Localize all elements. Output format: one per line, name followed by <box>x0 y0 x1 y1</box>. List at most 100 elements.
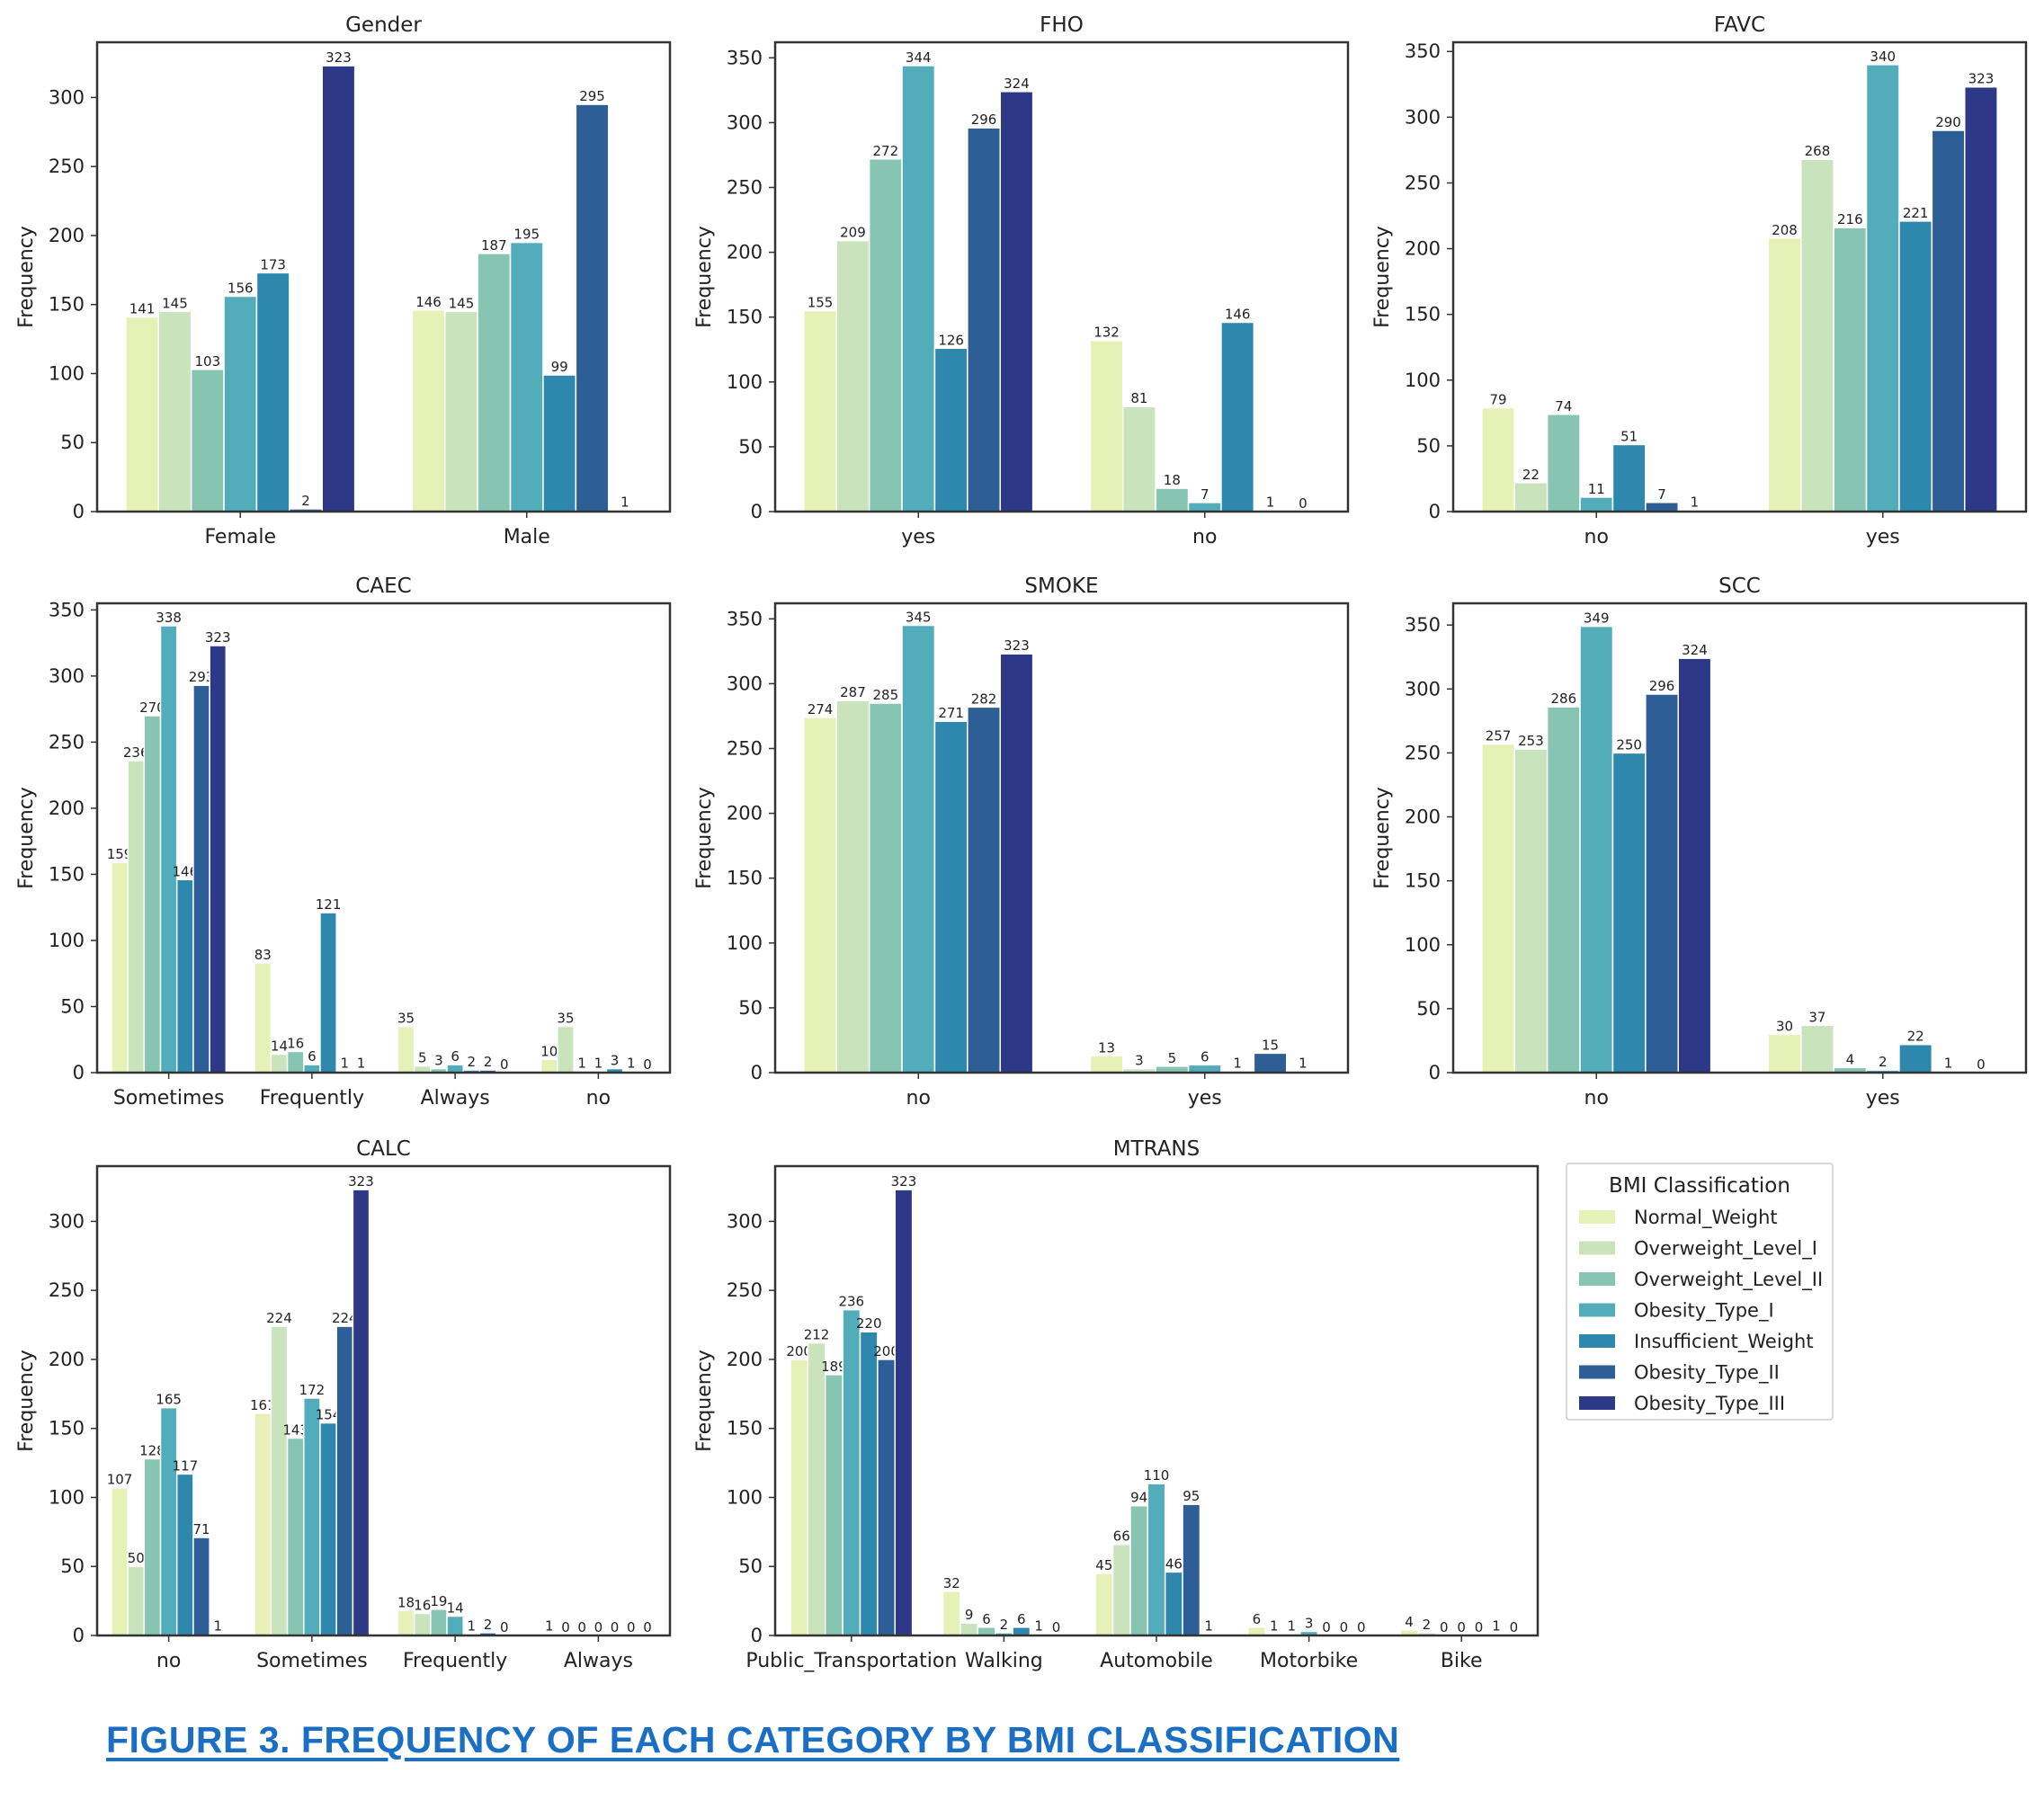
legend-swatch <box>1579 1303 1615 1317</box>
bar-value-label: 1 <box>577 1056 586 1072</box>
bar-value-label: 1 <box>620 494 629 510</box>
y-tick-label: 50 <box>1416 435 1441 457</box>
bar-value-label: 0 <box>561 1619 570 1635</box>
bar-value-label: 0 <box>1299 495 1308 512</box>
bar <box>1094 1573 1114 1636</box>
bar <box>1898 220 1933 512</box>
bar <box>111 861 129 1074</box>
bar-value-label: 0 <box>1052 1619 1061 1635</box>
bar <box>1865 64 1900 512</box>
bar-value-label: 0 <box>1340 1619 1349 1635</box>
bar-value-label: 323 <box>205 629 231 646</box>
bar-value-label: 81 <box>1130 390 1147 406</box>
y-tick-label: 0 <box>73 1062 85 1083</box>
x-tick-label: Bike <box>1441 1650 1483 1672</box>
bar-value-label: 0 <box>643 1056 652 1073</box>
bar <box>1513 482 1549 512</box>
bar <box>575 103 610 512</box>
bar <box>901 65 936 512</box>
bar-value-label: 46 <box>1165 1555 1183 1572</box>
bar-value-label: 250 <box>1616 736 1642 753</box>
bar <box>1012 1626 1031 1636</box>
bar-value-label: 2 <box>1879 1054 1888 1070</box>
bar-value-label: 121 <box>316 896 342 913</box>
bar <box>413 1612 432 1636</box>
plot-frame <box>1451 602 2028 1074</box>
bar <box>223 295 258 512</box>
bar <box>1800 1024 1834 1074</box>
bar-value-label: 159 <box>107 846 133 862</box>
bar-value-label: 94 <box>1130 1490 1147 1506</box>
figure-caption: FIGURE 3. FREQUENCY OF EACH CATEGORY BY … <box>106 1719 1400 1760</box>
y-tick-label: 200 <box>727 242 763 263</box>
y-tick-label: 200 <box>49 1349 85 1370</box>
bar-value-label: 146 <box>1225 306 1251 322</box>
bar <box>868 702 903 1074</box>
bar <box>1220 321 1255 512</box>
bar-value-label: 9 <box>965 1607 974 1623</box>
bar-value-label: 187 <box>481 237 507 254</box>
bar <box>1247 1626 1266 1636</box>
bar <box>159 1406 178 1636</box>
bar-value-label: 1 <box>1266 495 1275 511</box>
x-tick-label: no <box>1192 526 1217 548</box>
plot-frame <box>773 1164 1540 1637</box>
y-tick-label: 300 <box>49 1210 85 1232</box>
bar-value-label: 145 <box>162 295 188 311</box>
legend-entry: Obesity_Type_II <box>1634 1362 1780 1385</box>
plot-frame <box>1451 40 2028 513</box>
legend-swatch <box>1579 1241 1615 1255</box>
bar-value-label: 161 <box>250 1397 276 1413</box>
bar-value-label: 14 <box>447 1600 464 1617</box>
legend-entry: Overweight_Level_II <box>1634 1269 1823 1291</box>
bar <box>842 1308 861 1636</box>
bar-value-label: 6 <box>982 1611 991 1627</box>
x-tick-label: Sometimes <box>256 1650 368 1672</box>
bar <box>1129 1504 1149 1636</box>
bar <box>143 715 162 1074</box>
bar-value-label: 220 <box>856 1315 882 1332</box>
bar <box>303 1064 321 1074</box>
bar-value-label: 6 <box>1253 1611 1262 1627</box>
chart-title: MTRANS <box>1113 1137 1200 1161</box>
bar <box>509 241 544 512</box>
bar-value-label: 2 <box>484 1617 493 1633</box>
bar-value-label: 1 <box>1270 1617 1279 1634</box>
bar-value-label: 0 <box>643 1619 652 1635</box>
bar-value-label: 0 <box>500 1056 509 1073</box>
y-tick-label: 200 <box>1405 238 1441 260</box>
bar-value-label: 172 <box>299 1382 326 1398</box>
bar-value-label: 253 <box>1518 733 1544 749</box>
x-tick-label: Female <box>204 526 276 548</box>
bar-value-label: 200 <box>786 1343 812 1359</box>
legend-swatch <box>1579 1396 1615 1410</box>
bar-value-label: 45 <box>1095 1557 1112 1573</box>
bar-value-label: 338 <box>156 610 182 626</box>
bar-value-label: 323 <box>891 1173 917 1190</box>
y-tick-label: 50 <box>738 997 763 1019</box>
y-tick-label: 50 <box>60 1555 85 1577</box>
legend-entry: Obesity_Type_III <box>1634 1393 1785 1415</box>
y-tick-label: 0 <box>1429 501 1441 522</box>
bar <box>1611 752 1647 1074</box>
y-tick-label: 200 <box>49 798 85 819</box>
bar-value-label: 10 <box>540 1043 558 1059</box>
bar <box>1579 496 1614 512</box>
bar <box>254 1412 272 1636</box>
bar-value-label: 1 <box>1299 1056 1308 1072</box>
bar <box>877 1359 897 1636</box>
y-axis-label: Frequency <box>1371 787 1394 889</box>
bar-value-label: 290 <box>1935 114 1961 130</box>
y-tick-label: 100 <box>49 1486 85 1508</box>
bar <box>192 1537 210 1636</box>
y-tick-label: 150 <box>49 294 85 316</box>
bar-value-label: 19 <box>430 1593 447 1609</box>
bar-value-label: 1 <box>545 1617 554 1634</box>
bar-value-label: 324 <box>1682 642 1708 658</box>
y-tick-label: 150 <box>1405 304 1441 325</box>
x-tick-label: Walking <box>965 1650 1043 1672</box>
bar-value-label: 154 <box>316 1407 342 1423</box>
bar-value-label: 30 <box>1776 1018 1793 1034</box>
bar-value-label: 274 <box>808 701 834 717</box>
x-tick-label: Motorbike <box>1260 1650 1358 1672</box>
